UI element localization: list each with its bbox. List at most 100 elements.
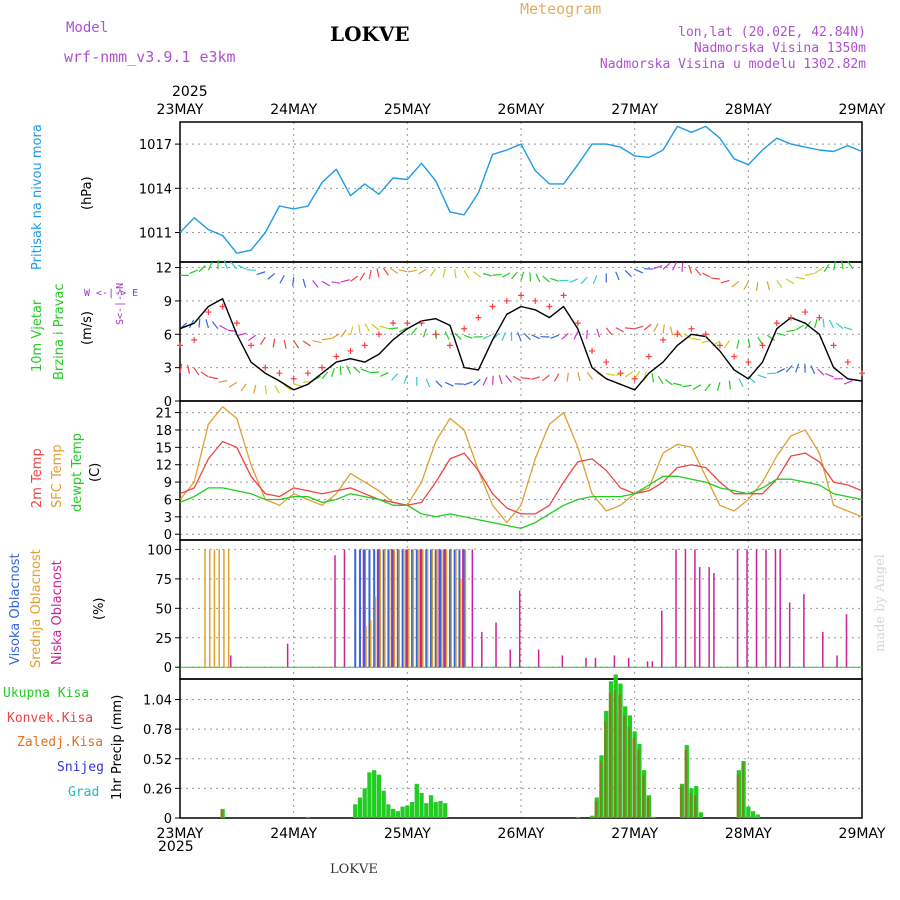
wind-arrow: [360, 368, 370, 373]
cloud-ytick-label: 75: [155, 573, 172, 588]
precip-bar: [419, 792, 424, 818]
gust-marker: [560, 292, 567, 299]
bottom-date-label: 24MAY: [270, 826, 317, 842]
wind-arrow: [512, 375, 522, 382]
wind-arrow: [491, 375, 494, 385]
wind-arrow: [828, 319, 835, 329]
wind-ytick-label: 12: [155, 262, 172, 277]
gust-marker: [859, 370, 865, 377]
wind-arrow: [669, 326, 674, 336]
wind-arrow: [429, 268, 437, 277]
wind-arrow: [228, 381, 238, 388]
gust-marker: [773, 320, 780, 327]
wind-arrow: [398, 269, 408, 273]
precip-bar: [689, 792, 692, 818]
wind-arrow: [293, 383, 303, 387]
bottom-date-label: 27MAY: [611, 826, 658, 842]
pressure-frame: [179, 121, 863, 263]
gust-marker: [446, 342, 453, 349]
wind-arrow: [463, 270, 470, 279]
gust-marker: [319, 364, 326, 371]
wind-arrow: [350, 275, 359, 282]
wind-arrow: [371, 323, 380, 331]
wind-arrow: [672, 261, 678, 271]
gust-marker: [645, 353, 652, 360]
year-top: 2025: [172, 84, 208, 100]
wind-arrow: [505, 375, 512, 383]
precip-ytick-label: 0.26: [143, 782, 172, 797]
wind-arrow: [606, 373, 616, 376]
wind-arrow: [517, 332, 522, 341]
wind-arrow: [634, 268, 644, 274]
wind-arrow: [223, 260, 228, 269]
wind-ytick-label: 0: [164, 395, 172, 410]
wind-arrow: [511, 271, 518, 280]
wind-arrow: [358, 324, 361, 334]
precip-bar: [409, 802, 415, 818]
wind-arrow: [501, 272, 511, 278]
cloud-ytick-label: 25: [155, 632, 172, 647]
precip-bar: [424, 803, 429, 818]
wind-arrow: [795, 276, 805, 280]
wind-arrow: [364, 323, 370, 332]
wind-arrow: [390, 267, 399, 274]
temp-ytick-label: 6: [164, 493, 172, 508]
wind-arrow: [189, 269, 199, 275]
pressure-panel: 1011 1014 1017: [139, 121, 863, 263]
wind-arrow: [814, 267, 823, 274]
wind-arrow: [529, 272, 532, 282]
wind-arrow: [550, 277, 560, 282]
wind-arrow: [840, 260, 844, 270]
wind-arrow: [520, 271, 525, 281]
wind-arrow: [728, 380, 731, 390]
gust-marker: [489, 303, 496, 310]
wind-arrow: [388, 327, 398, 330]
wind-ytick-label: 6: [164, 328, 172, 343]
wind-arrow: [566, 372, 569, 382]
wind-arrow: [843, 380, 853, 385]
wind-arrow: [550, 334, 560, 339]
gust-marker: [177, 342, 183, 349]
wind-arrow: [264, 385, 268, 395]
wind-arrow: [407, 269, 417, 273]
wind-arrow: [814, 319, 818, 329]
top-date-label: 23MAY: [157, 102, 204, 118]
gust-marker: [674, 331, 681, 338]
wind-arrow: [211, 321, 219, 330]
wind-arrow: [624, 269, 632, 278]
gust-marker: [787, 314, 794, 321]
wind-arrow: [435, 380, 443, 388]
wind-arrow: [615, 271, 620, 281]
wind-arrow: [692, 384, 702, 390]
wind-arrow: [702, 272, 711, 278]
wind-arrow: [482, 377, 488, 386]
gust-marker: [816, 314, 823, 321]
precip-ytick-label: 0.52: [143, 753, 172, 768]
wind-arrow: [293, 340, 300, 349]
gust-marker: [219, 303, 226, 310]
wind-arrow: [694, 268, 702, 276]
precip-bar: [623, 715, 626, 818]
wind-arrow: [736, 339, 740, 349]
precip-bar: [386, 804, 391, 818]
wind-arrow: [482, 334, 492, 340]
wind-arrow: [237, 332, 247, 337]
wind-arrow: [832, 261, 837, 271]
precip-ytick-label: 0.78: [143, 723, 172, 738]
precip-bar: [627, 726, 631, 818]
wind-arrow: [454, 332, 462, 340]
wind-arrow: [625, 327, 635, 330]
precip-bar: [632, 738, 635, 818]
precip-legend-hail: Grad: [68, 785, 100, 800]
pressure-ytick-label: 1011: [139, 227, 172, 242]
wind-arrow: [738, 378, 744, 387]
precip-bar: [684, 749, 687, 818]
wind-arrow: [382, 267, 389, 276]
precip-bar: [589, 815, 595, 818]
precip-bar: [651, 816, 656, 818]
wind-arrow: [605, 327, 613, 336]
wind-arrow: [339, 366, 342, 376]
gust-marker: [404, 320, 411, 327]
wind-arrow: [302, 340, 311, 347]
precip-bar: [305, 816, 311, 818]
